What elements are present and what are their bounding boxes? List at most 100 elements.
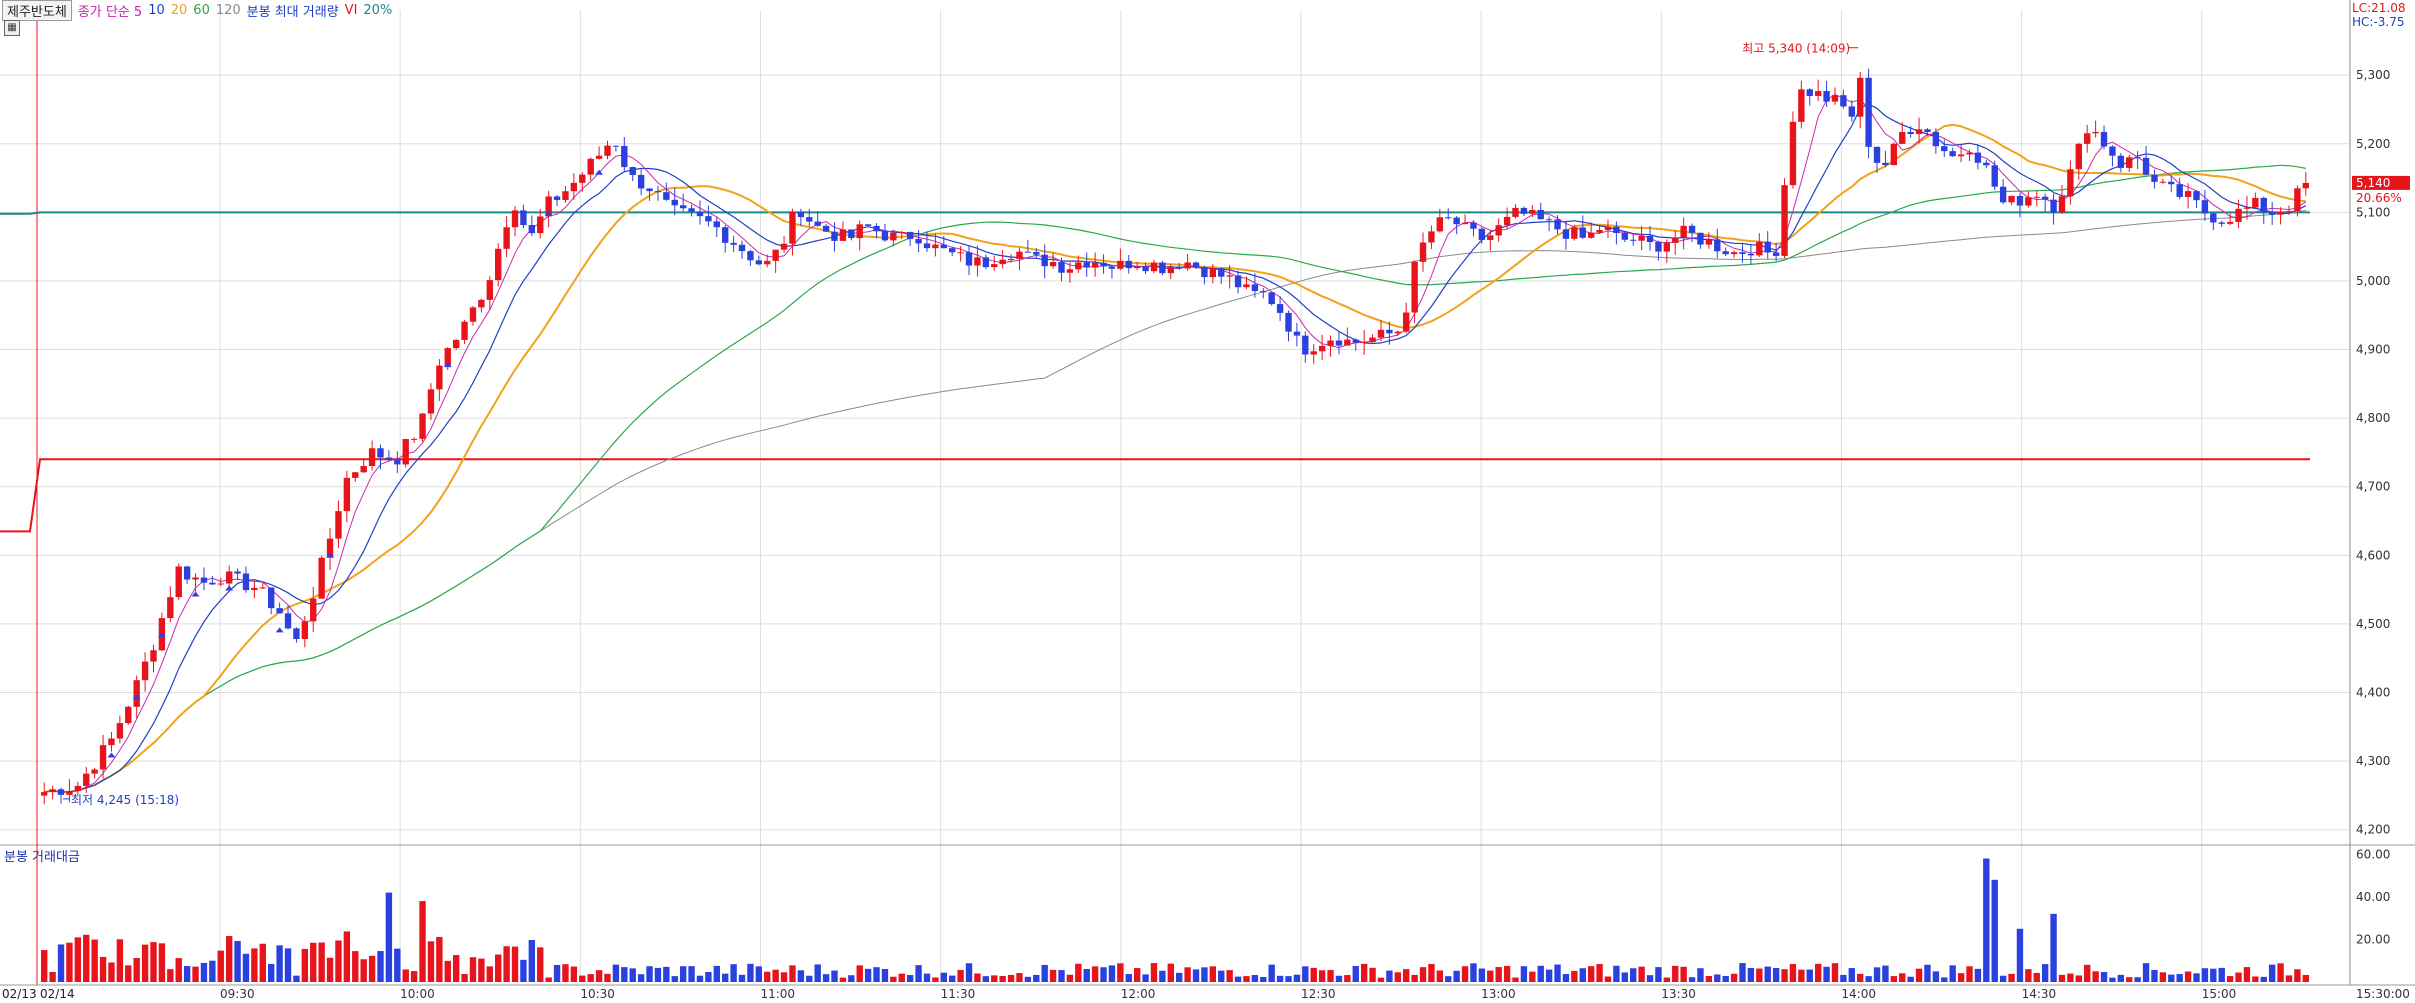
volume-bar[interactable]	[1218, 970, 1225, 982]
volume-bar[interactable]	[1764, 966, 1771, 982]
candlestick-series[interactable]	[41, 68, 2309, 805]
volume-bar[interactable]	[654, 967, 662, 982]
volume-bar[interactable]	[1554, 964, 1561, 982]
volume-bar[interactable]	[1520, 966, 1528, 982]
ma60-legend[interactable]: 60	[193, 2, 210, 18]
volume-bar[interactable]	[1537, 965, 1544, 982]
candle[interactable]	[1192, 262, 1200, 267]
volume-bar[interactable]	[553, 964, 561, 982]
candle[interactable]	[419, 413, 426, 439]
candle[interactable]	[360, 465, 367, 473]
volume-bar[interactable]	[1251, 975, 1259, 982]
volume-bar[interactable]	[957, 969, 964, 982]
volume-bar[interactable]	[1512, 977, 1519, 982]
volume-bar[interactable]	[268, 964, 275, 982]
candle[interactable]	[2092, 131, 2099, 134]
volume-bar[interactable]	[1445, 976, 1452, 982]
volume-bar[interactable]	[486, 966, 493, 982]
volume-bar[interactable]	[1142, 974, 1149, 982]
volume-bar[interactable]	[495, 954, 502, 982]
volume-bar[interactable]	[2168, 974, 2175, 982]
volume-bar[interactable]	[2117, 974, 2125, 982]
volume-bar[interactable]	[1293, 974, 1301, 982]
candle[interactable]	[1394, 331, 1401, 334]
candle[interactable]	[2058, 196, 2066, 213]
candle[interactable]	[2218, 222, 2225, 224]
candle[interactable]	[2126, 157, 2133, 168]
volume-bar[interactable]	[780, 972, 788, 982]
volume-bar[interactable]	[360, 959, 367, 982]
candle[interactable]	[2134, 157, 2141, 159]
candle[interactable]	[1100, 262, 1107, 267]
volume-bar[interactable]	[1419, 967, 1427, 982]
candle[interactable]	[461, 321, 468, 340]
candle[interactable]	[1663, 242, 1671, 252]
volume-bar[interactable]	[1789, 963, 1797, 982]
volume-bar[interactable]	[1798, 969, 1805, 982]
volume-bar[interactable]	[1007, 974, 1015, 982]
volume-bar[interactable]	[2193, 973, 2200, 982]
volume-bar[interactable]	[1814, 963, 1822, 982]
candle[interactable]	[2016, 195, 2024, 206]
volume-bar[interactable]	[2100, 971, 2108, 982]
candle[interactable]	[183, 566, 191, 580]
candle[interactable]	[1360, 341, 1368, 343]
volume-bar[interactable]	[1192, 969, 1200, 982]
candle[interactable]	[394, 459, 401, 465]
candle[interactable]	[343, 477, 351, 512]
volume-bar[interactable]	[999, 975, 1006, 982]
volume-bar[interactable]	[1621, 972, 1628, 982]
candle[interactable]	[671, 199, 678, 206]
candle[interactable]	[1756, 241, 1763, 256]
candle[interactable]	[848, 229, 855, 239]
volume-bar[interactable]	[1159, 970, 1166, 982]
volume-bar[interactable]	[2226, 976, 2234, 982]
volume-bar[interactable]	[1545, 969, 1553, 982]
volume-bar[interactable]	[1941, 977, 1948, 982]
volume-bar[interactable]	[1806, 969, 1813, 982]
volume-bar[interactable]	[66, 942, 73, 982]
candle[interactable]	[310, 598, 317, 622]
volume-bar[interactable]	[1747, 968, 1755, 982]
volume-bar[interactable]	[1646, 975, 1654, 982]
candle[interactable]	[1503, 216, 1511, 226]
volume-bar[interactable]	[2159, 972, 2167, 982]
volume-bar[interactable]	[570, 966, 578, 982]
volume-bar[interactable]	[326, 957, 334, 982]
volume-bar[interactable]	[730, 964, 737, 982]
candle[interactable]	[772, 249, 779, 261]
volume-bar[interactable]	[873, 967, 880, 982]
volume-bar[interactable]	[1478, 968, 1486, 982]
candle[interactable]	[1403, 312, 1410, 332]
volume-bar[interactable]	[217, 950, 224, 982]
volume-bar[interactable]	[2294, 969, 2301, 982]
candle[interactable]	[1167, 267, 1174, 274]
candle[interactable]	[1949, 151, 1956, 157]
volume-bar[interactable]	[276, 945, 283, 982]
volume-bar[interactable]	[839, 977, 847, 982]
volume-bar[interactable]	[2302, 974, 2309, 982]
volume-bar[interactable]	[722, 973, 729, 982]
candle[interactable]	[864, 224, 872, 226]
candle[interactable]	[1512, 207, 1519, 217]
stock-name[interactable]: 제주반도체	[2, 0, 72, 21]
volume-bar[interactable]	[663, 966, 670, 982]
volume-bar[interactable]	[587, 974, 594, 982]
volume-bar[interactable]	[83, 934, 90, 982]
candle[interactable]	[1251, 284, 1259, 292]
candle[interactable]	[301, 621, 309, 639]
volume-bar[interactable]	[192, 966, 199, 982]
volume-bar[interactable]	[1890, 976, 1898, 982]
candle[interactable]	[234, 571, 241, 574]
volume-bar[interactable]	[688, 966, 695, 982]
volume-bar[interactable]	[225, 936, 233, 982]
volume-bar[interactable]	[1730, 973, 1738, 982]
candle[interactable]	[940, 244, 947, 249]
volume-bars[interactable]	[41, 858, 2309, 982]
candle[interactable]	[251, 587, 258, 591]
volume-legend[interactable]: 분봉 최대 거래량	[246, 4, 339, 20]
volume-bar[interactable]	[1369, 967, 1376, 982]
volume-bar[interactable]	[806, 975, 813, 982]
ma20-legend[interactable]: 20	[170, 2, 188, 18]
volume-bar[interactable]	[982, 976, 990, 982]
